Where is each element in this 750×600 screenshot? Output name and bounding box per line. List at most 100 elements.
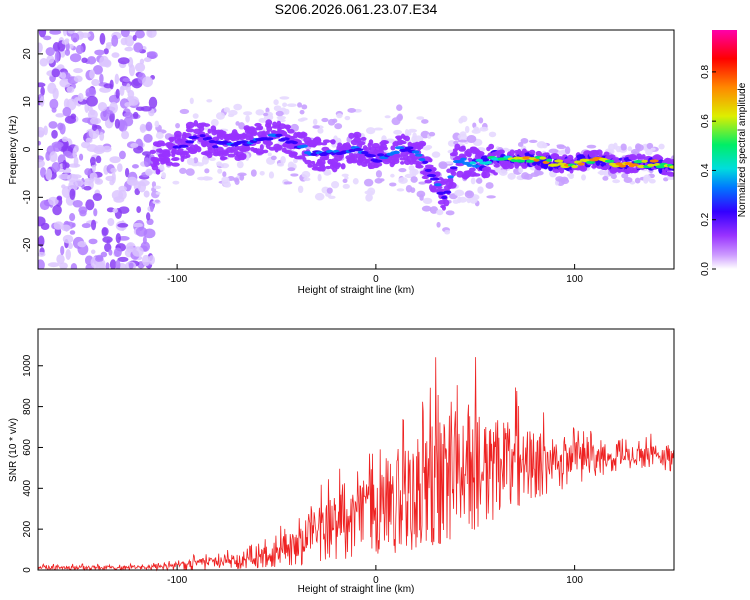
haze-blob xyxy=(466,135,477,143)
ridge-blob xyxy=(460,145,466,151)
ridge-core xyxy=(404,146,414,150)
ridge-blob xyxy=(469,167,476,172)
haze-blob xyxy=(407,128,418,133)
noise-blob xyxy=(99,73,104,84)
ridge-core xyxy=(485,160,493,165)
haze-blob xyxy=(384,115,391,119)
haze-blob xyxy=(365,127,376,135)
noise-blob xyxy=(84,168,92,176)
haze-blob xyxy=(327,118,336,126)
haze-blob xyxy=(208,157,216,162)
haze-blob xyxy=(429,206,439,214)
haze-blob xyxy=(336,113,343,119)
colorbar-tick-label: 0.2 xyxy=(700,212,711,226)
haze-blob xyxy=(518,167,524,174)
noise-blob xyxy=(120,30,130,38)
haze-blob xyxy=(398,167,407,173)
spectrogram-marks xyxy=(38,30,674,269)
ridge-core xyxy=(422,160,429,164)
ridge-core xyxy=(455,160,465,164)
ridge-blob xyxy=(280,130,286,135)
noise-blob xyxy=(52,204,62,216)
haze-blob xyxy=(299,109,305,115)
ridge-blob xyxy=(324,154,330,161)
noise-blob xyxy=(103,83,113,89)
noise-blob xyxy=(89,156,96,166)
ridge-blob xyxy=(174,130,182,138)
snr-x-ticks: -100 0 100 xyxy=(167,565,583,586)
noise-blob xyxy=(147,30,153,38)
haze-blob xyxy=(303,177,311,182)
ridge-blob xyxy=(320,165,326,172)
ridge-core xyxy=(280,137,290,141)
ridge-blob xyxy=(313,136,321,143)
haze-blob xyxy=(243,111,253,116)
noise-blob xyxy=(115,88,120,99)
noise-blob xyxy=(38,82,46,88)
noise-blob xyxy=(143,157,151,168)
noise-blob xyxy=(38,259,45,269)
haze-blob xyxy=(189,97,194,105)
haze-blob xyxy=(233,103,243,111)
noise-blob xyxy=(145,168,153,176)
noise-blob xyxy=(67,30,76,34)
ridge-blob xyxy=(318,159,326,166)
noise-blob xyxy=(89,117,102,125)
haze-blob xyxy=(536,141,547,149)
noise-blob xyxy=(64,49,71,56)
haze-blob xyxy=(221,176,230,182)
haze-blob xyxy=(602,175,609,181)
noise-blob xyxy=(69,230,76,235)
haze-blob xyxy=(458,196,468,203)
noise-blob xyxy=(70,113,77,120)
ridge-core xyxy=(411,150,420,154)
noise-blob xyxy=(38,140,42,146)
spectrogram-y-tick-label: 10 xyxy=(22,96,33,108)
haze-blob xyxy=(342,183,350,189)
ridge-blob xyxy=(418,140,427,147)
ridge-blob xyxy=(368,139,374,145)
ridge-core xyxy=(554,159,564,163)
noise-blob xyxy=(79,32,91,38)
ridge-core xyxy=(636,164,646,169)
haze-blob xyxy=(393,129,403,135)
ridge-blob xyxy=(325,165,332,170)
haze-blob xyxy=(396,188,405,192)
haze-blob xyxy=(293,158,298,164)
noise-blob xyxy=(90,219,97,231)
noise-blob xyxy=(43,35,52,41)
spectrogram-x-tick-label: 100 xyxy=(566,274,583,285)
haze-blob xyxy=(321,117,329,123)
ridge-blob xyxy=(163,150,171,157)
haze-blob xyxy=(517,141,524,147)
noise-blob xyxy=(111,171,116,184)
noise-blob xyxy=(117,223,129,228)
noise-blob xyxy=(56,195,63,201)
ridge-core xyxy=(631,163,639,167)
colorbar: 0.0 0.2 0.4 0.6 0.8 Normalized spectral ampl… xyxy=(700,30,748,276)
noise-blob xyxy=(53,221,64,230)
haze-blob xyxy=(599,169,604,176)
noise-blob xyxy=(112,208,118,214)
haze-blob xyxy=(548,148,559,154)
ridge-blob xyxy=(185,153,191,158)
noise-blob xyxy=(92,193,103,202)
noise-blob xyxy=(148,255,155,265)
haze-blob xyxy=(216,161,223,167)
haze-blob xyxy=(379,178,385,182)
ridge-blob xyxy=(237,153,247,161)
haze-blob xyxy=(286,103,297,107)
ridge-core xyxy=(539,156,547,160)
ridge-blob xyxy=(171,156,180,161)
haze-blob xyxy=(255,109,265,116)
spectrogram-y-ticks: -20 -10 0 10 20 xyxy=(22,48,43,252)
ridge-core xyxy=(669,165,674,169)
noise-blob xyxy=(52,143,62,152)
haze-blob xyxy=(301,104,308,110)
noise-blob xyxy=(113,247,122,257)
spectrogram-x-tick-label: -100 xyxy=(167,274,187,285)
noise-blob xyxy=(51,107,57,113)
haze-blob xyxy=(364,190,374,195)
noise-blob xyxy=(83,185,92,191)
